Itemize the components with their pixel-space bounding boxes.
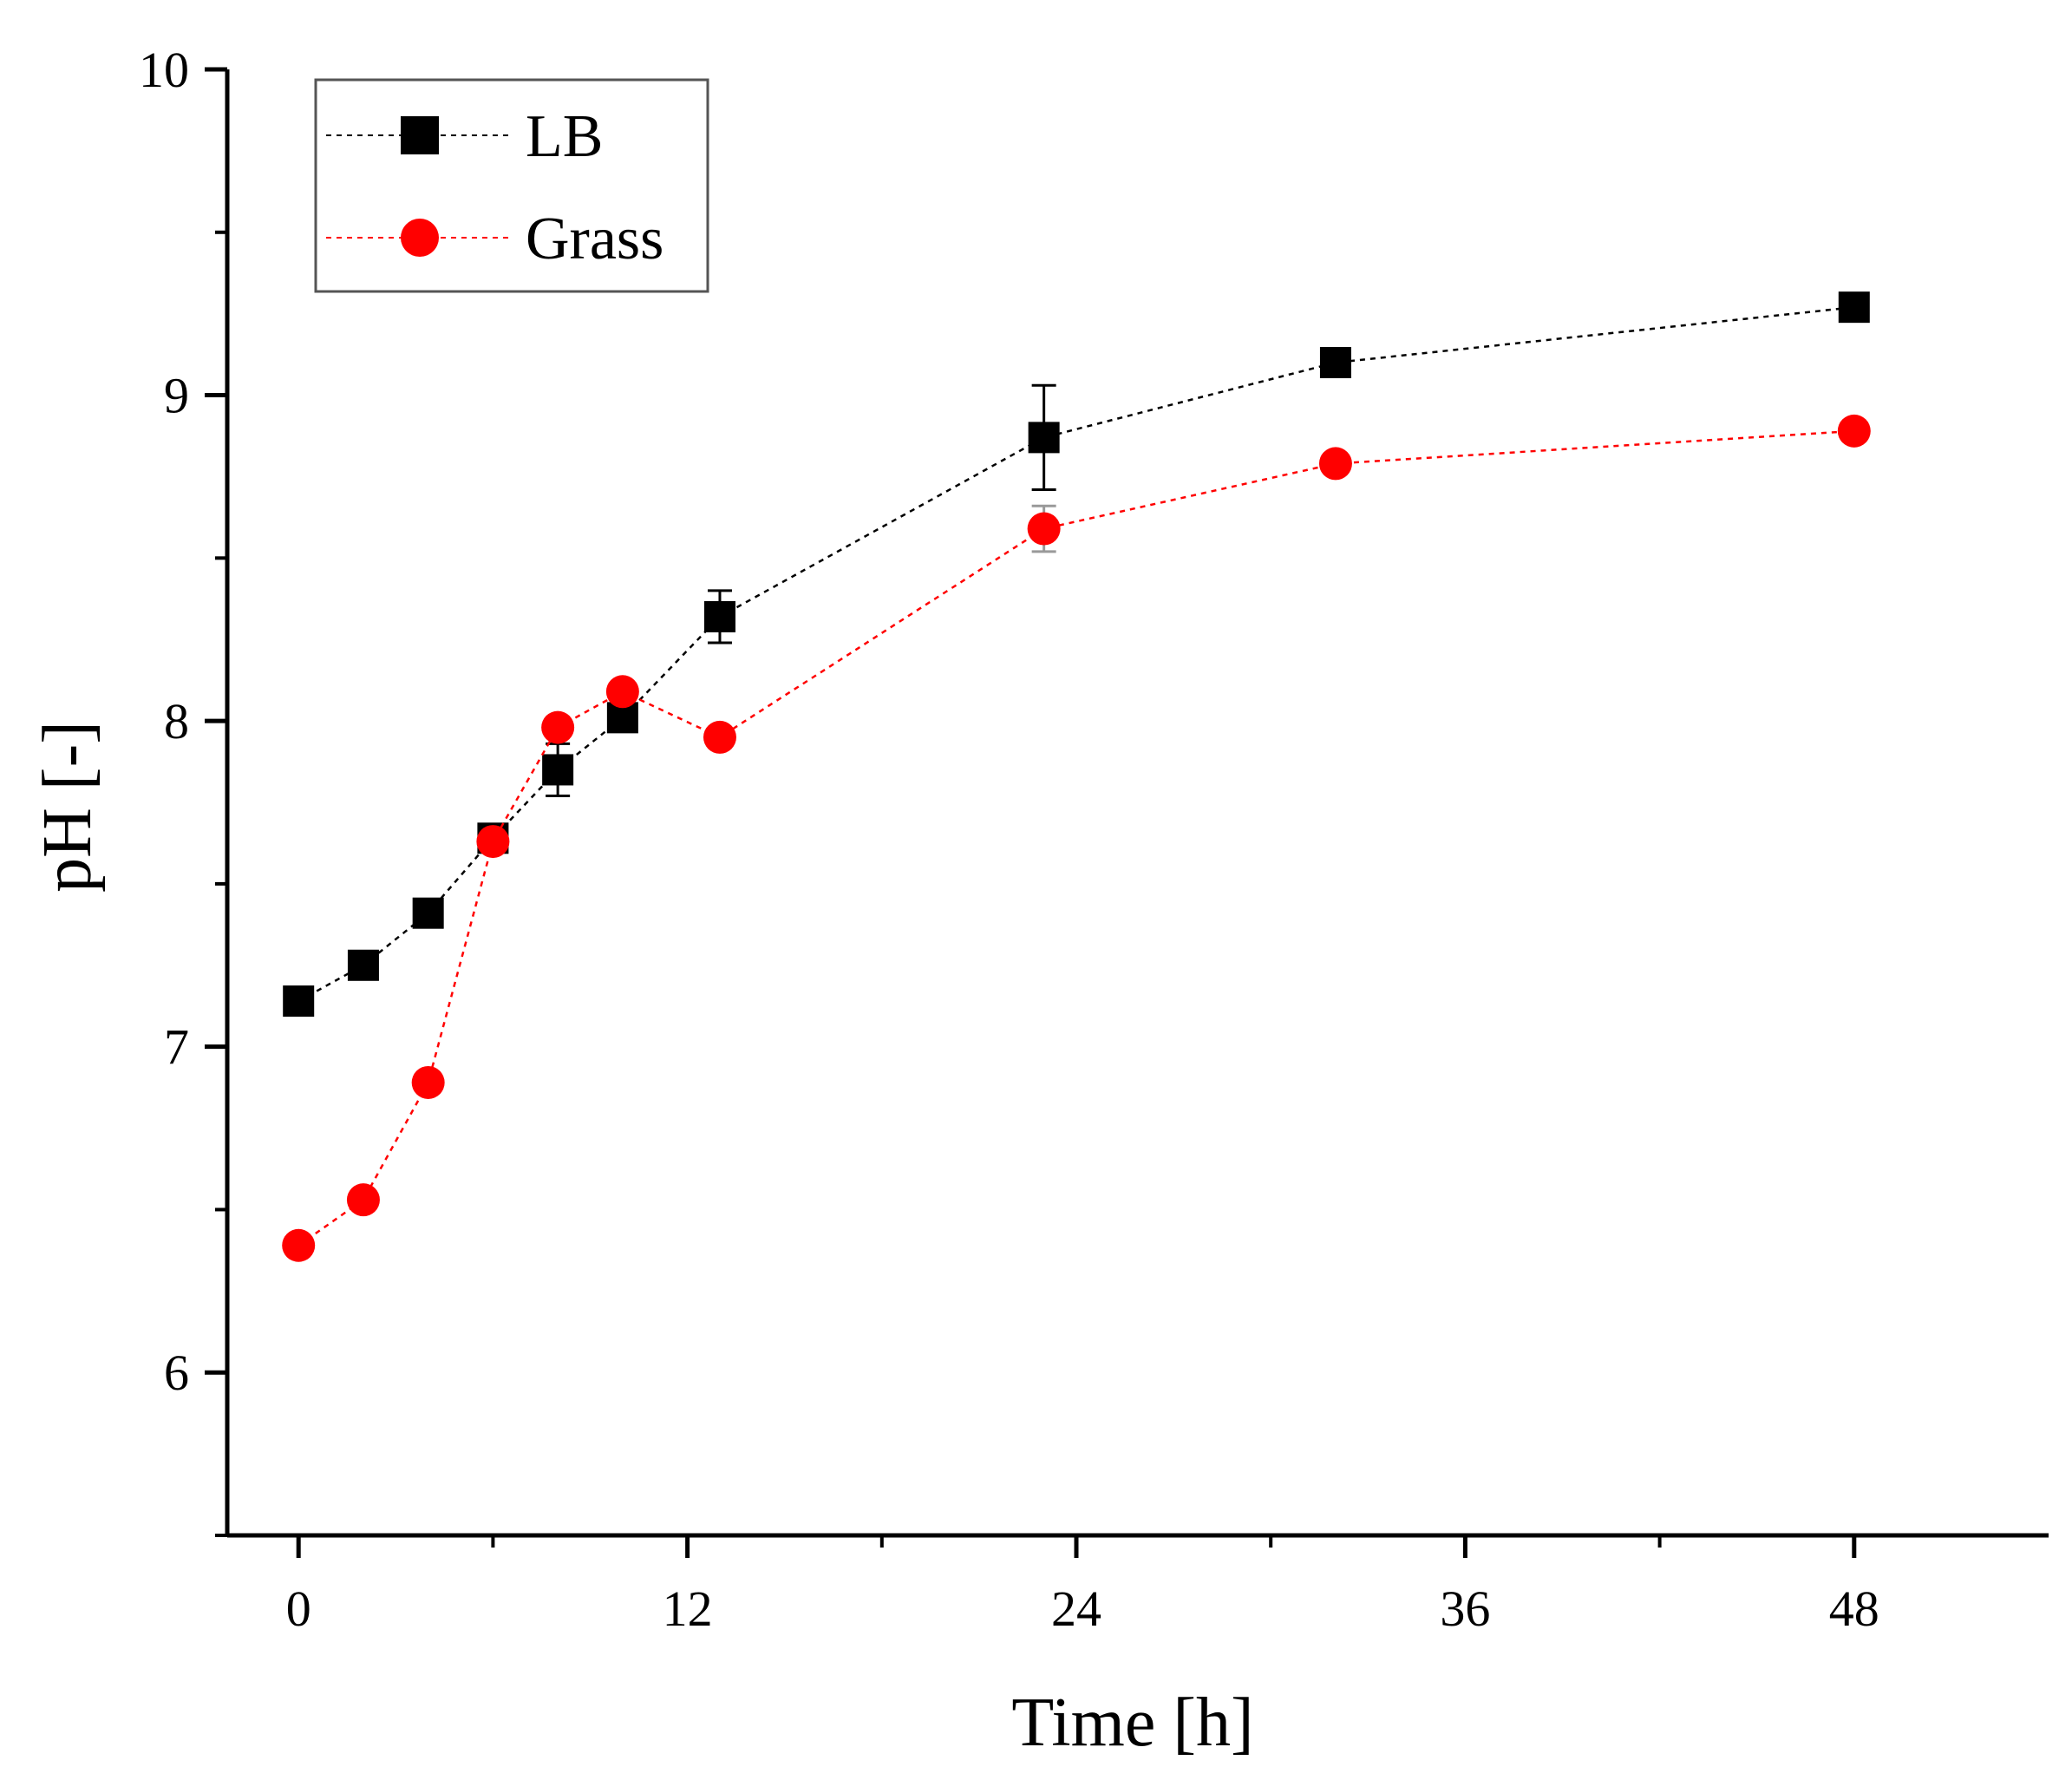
legend-label-lb: LB bbox=[526, 103, 603, 170]
data-point-grass bbox=[411, 1065, 445, 1099]
data-point-grass bbox=[1837, 414, 1871, 448]
y-tick-label: 8 bbox=[164, 693, 189, 749]
x-axis-title: Time [h] bbox=[1011, 1685, 1253, 1761]
y-axis-title: pH [-] bbox=[29, 721, 106, 893]
x-tick-label: 24 bbox=[1051, 1580, 1101, 1637]
series-grass bbox=[282, 414, 1871, 1262]
plot-area bbox=[282, 291, 1871, 1262]
x-tick-label: 36 bbox=[1440, 1580, 1490, 1637]
data-point-grass bbox=[476, 825, 510, 859]
series-line-lb bbox=[297, 305, 1854, 1003]
data-point-lb bbox=[703, 600, 735, 632]
y-tick-label: 10 bbox=[139, 42, 189, 98]
y-tick-label: 6 bbox=[164, 1345, 189, 1401]
data-point-grass bbox=[703, 720, 736, 754]
data-point-lb bbox=[412, 897, 444, 929]
axes: 0 12 24 36 48 6 7 8 9 10 bbox=[139, 42, 2049, 1637]
y-tick-label: 7 bbox=[164, 1019, 189, 1076]
x-tick-label: 48 bbox=[1829, 1580, 1879, 1637]
legend-marker-grass bbox=[401, 219, 439, 257]
data-point-lb bbox=[1319, 347, 1351, 378]
legend-label-grass: Grass bbox=[526, 206, 663, 272]
data-point-grass bbox=[346, 1183, 380, 1217]
series-line-grass bbox=[297, 429, 1854, 1247]
y-tick-label: 9 bbox=[164, 368, 189, 424]
data-point-lb bbox=[1838, 291, 1870, 324]
legend-marker-lb bbox=[401, 116, 439, 154]
data-point-lb bbox=[1028, 422, 1060, 454]
x-tick-label: 12 bbox=[663, 1580, 713, 1637]
data-point-grass bbox=[605, 675, 639, 709]
data-point-lb bbox=[347, 949, 379, 981]
data-point-grass bbox=[1318, 447, 1352, 481]
series-lb bbox=[283, 291, 1870, 1018]
data-point-grass bbox=[1027, 512, 1061, 546]
legend: LB Grass bbox=[314, 78, 709, 293]
data-point-grass bbox=[282, 1228, 316, 1262]
data-point-lb bbox=[542, 754, 574, 786]
data-point-grass bbox=[541, 710, 575, 744]
data-point-lb bbox=[283, 985, 315, 1018]
x-tick-label: 0 bbox=[286, 1580, 311, 1637]
legend-box bbox=[314, 78, 709, 293]
